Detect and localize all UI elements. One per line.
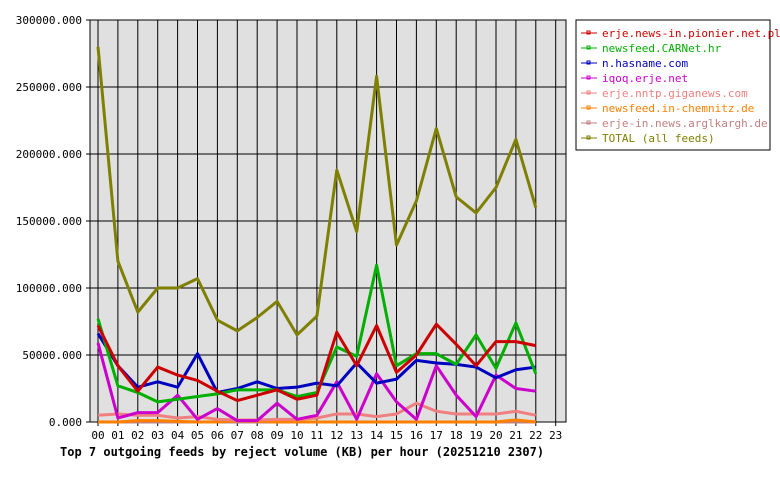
- x-tick-label: 05: [191, 429, 204, 442]
- x-tick-label: 19: [469, 429, 482, 442]
- x-tick-label: 17: [430, 429, 443, 442]
- x-tick-label: 04: [171, 429, 185, 442]
- x-axis: 00 01 02 03 04 05 06 07 08 09 10 11 12 13 14 15 16 17 18 19…: [91, 429, 562, 442]
- x-tick-label: 15: [390, 429, 403, 442]
- x-tick-label: 09: [270, 429, 283, 442]
- y-tick-label: 300000.000: [16, 14, 82, 27]
- legend-item: erje.news-in.pionier.net.pl: [602, 27, 780, 40]
- x-tick-label: 06: [211, 429, 224, 442]
- x-tick-label: 01: [111, 429, 124, 442]
- x-tick-label: 23: [549, 429, 562, 442]
- x-tick-label: 16: [410, 429, 423, 442]
- y-tick-label: 200000.000: [16, 148, 82, 161]
- series-line: [98, 418, 536, 424]
- y-axis: 0.000 50000.000 100000.000 150000.000 200000…: [16, 14, 82, 429]
- series-line: [96, 322, 537, 403]
- x-tick-label: 08: [251, 429, 264, 442]
- series-line: [97, 401, 537, 422]
- legend: erje.news-in.pionier.net.pl newsfeed.CARN…: [575, 19, 780, 151]
- y-tick-label: 150000.000: [16, 215, 82, 228]
- legend-item: erje.nntp.giganews.com: [602, 87, 748, 100]
- x-tick-label: 10: [290, 429, 303, 442]
- x-tick-label: 03: [151, 429, 164, 442]
- legend-item: erje-in.news.arglkargh.de: [602, 117, 768, 130]
- y-tick-label: 50000.000: [22, 349, 82, 362]
- x-tick-label: 20: [489, 429, 502, 442]
- y-tick-label: 0.000: [49, 416, 82, 429]
- y-tick-label: 250000.000: [16, 81, 82, 94]
- y-tick-label: 100000.000: [16, 282, 82, 295]
- legend-item: n.hasname.com: [602, 57, 688, 70]
- x-tick-label: 07: [231, 429, 244, 442]
- legend-item: newsfeed.CARNet.hr: [602, 42, 722, 55]
- legend-item: newsfeed.in-chemnitz.de: [602, 102, 754, 115]
- chart-title: Top 7 outgoing feeds by reject volume (K…: [60, 445, 544, 459]
- x-tick-label: 18: [450, 429, 463, 442]
- series-line: [96, 46, 538, 337]
- x-tick-label: 13: [350, 429, 363, 442]
- x-tick-label: 12: [330, 429, 343, 442]
- legend-item: TOTAL (all feeds): [602, 132, 715, 145]
- plot-area: [86, 19, 567, 426]
- series-lines: [96, 46, 538, 424]
- x-tick-label: 21: [509, 429, 522, 442]
- x-tick-label: 00: [91, 429, 104, 442]
- x-tick-label: 22: [529, 429, 542, 442]
- legend-item: iqoq.erje.net: [602, 72, 688, 85]
- x-tick-label: 02: [131, 429, 144, 442]
- x-tick-label: 14: [370, 429, 384, 442]
- series-line: [96, 332, 537, 395]
- x-tick-label: 11: [310, 429, 323, 442]
